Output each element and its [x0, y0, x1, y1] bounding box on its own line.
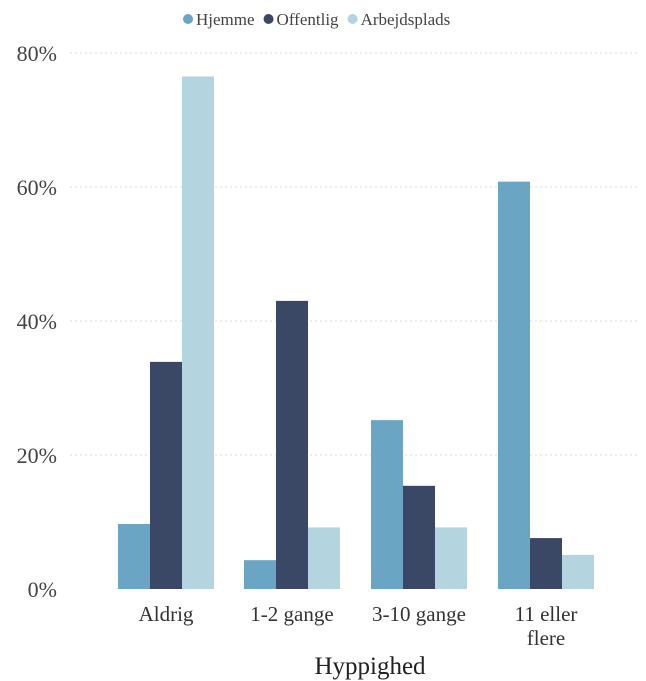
y-axis: 0% 20% 40% 60% 80% — [17, 41, 57, 602]
legend-marker-offentlig — [263, 14, 274, 24]
y-tick-label: 80% — [17, 41, 57, 66]
bar-offentlig-1 — [276, 300, 308, 589]
legend-label-arbejdsplads: Arbejdsplads — [361, 10, 451, 29]
x-tick-label: Aldrig — [139, 602, 194, 626]
bar-arbejdsplads-3 — [562, 554, 594, 589]
bar-offentlig-0 — [150, 361, 182, 589]
bar-hjemme-0 — [118, 524, 150, 589]
legend-marker-hjemme — [183, 14, 193, 24]
legend: Hjemme Offentlig Arbejdsplads — [183, 10, 450, 29]
bar-offentlig-2 — [403, 485, 435, 589]
legend-label-hjemme: Hjemme — [196, 10, 255, 29]
gridlines — [70, 52, 640, 456]
bar-arbejdsplads-2 — [435, 527, 467, 589]
y-tick-label: 0% — [28, 577, 57, 602]
bar-arbejdsplads-0 — [182, 76, 214, 589]
bar-arbejdsplads-1 — [308, 527, 340, 589]
x-tick-label: flere — [527, 626, 565, 650]
y-tick-label: 60% — [17, 175, 57, 200]
legend-label-offentlig: Offentlig — [277, 10, 340, 29]
bar-offentlig-3 — [530, 538, 562, 589]
legend-marker-arbejdsplads — [347, 14, 358, 24]
bar-hjemme-1 — [244, 560, 276, 589]
bars — [118, 76, 594, 589]
y-tick-label: 40% — [17, 309, 57, 334]
bar-hjemme-2 — [371, 420, 403, 589]
y-tick-label: 20% — [17, 443, 57, 468]
x-tick-label: 11 eller — [515, 602, 578, 626]
x-axis-title: Hyppighed — [314, 653, 426, 680]
x-tick-label: 3-10 gange — [372, 602, 466, 626]
x-tick-label: 1-2 gange — [250, 602, 333, 626]
bar-hjemme-3 — [498, 181, 530, 589]
